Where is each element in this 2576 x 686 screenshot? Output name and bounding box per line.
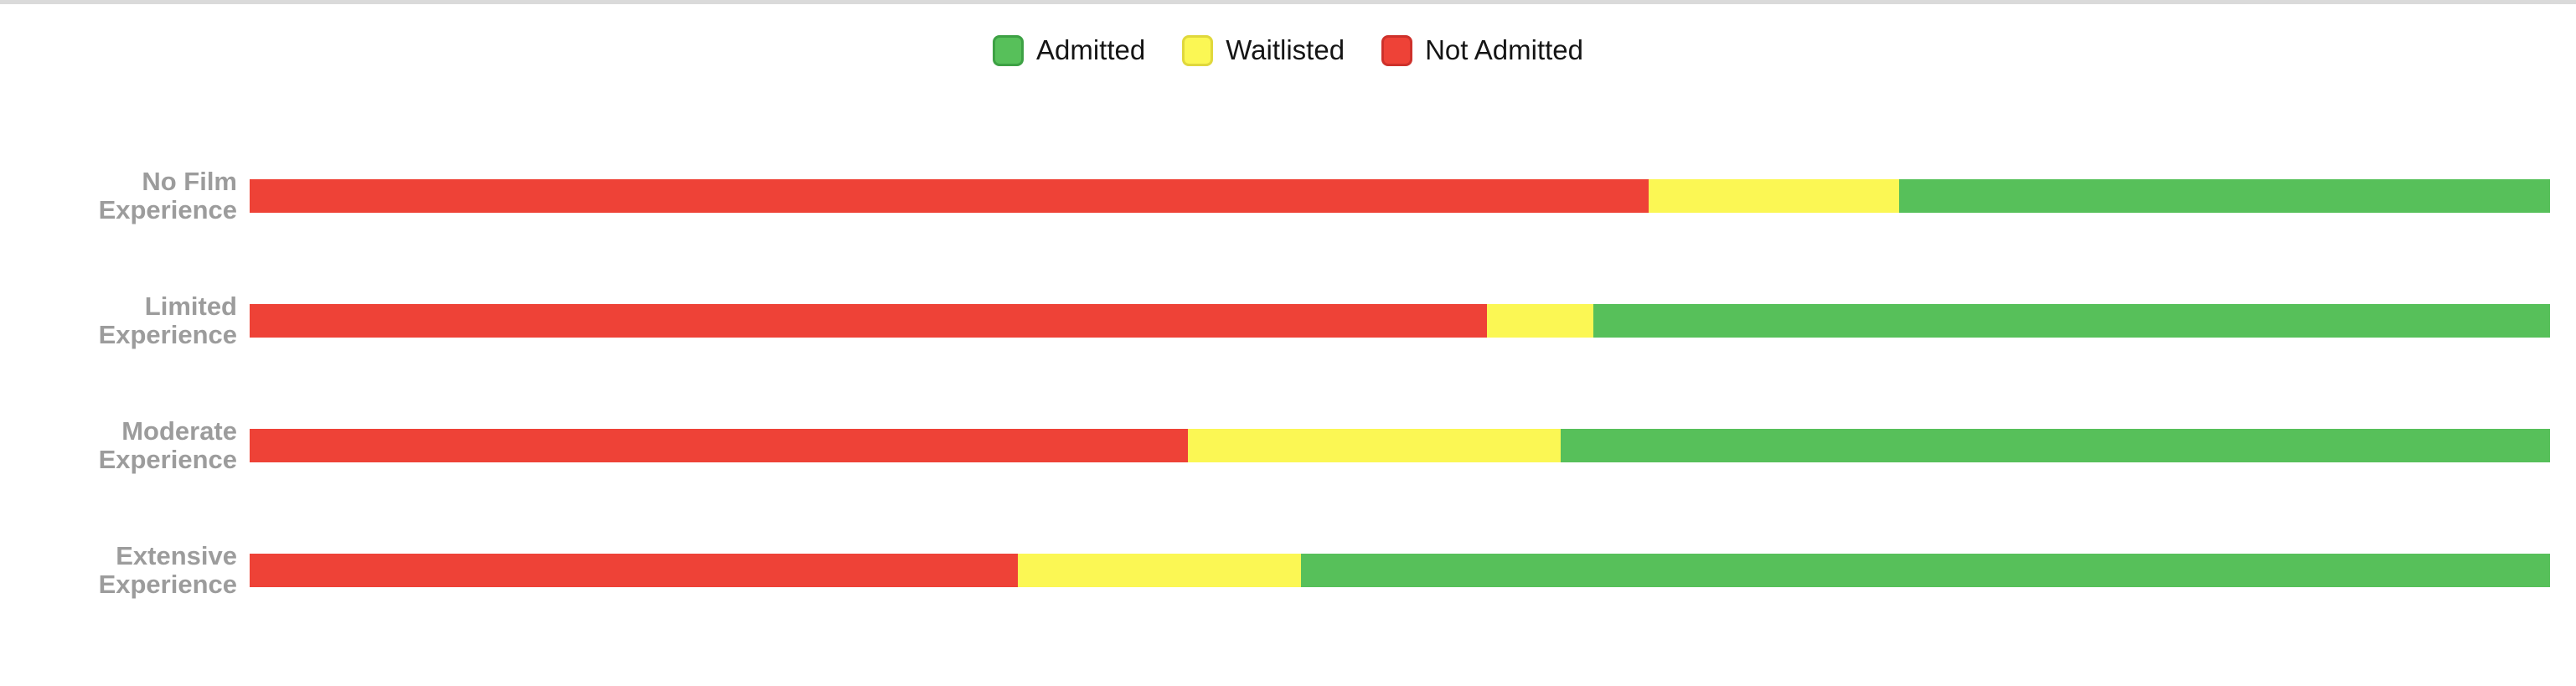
legend-item-waitlisted[interactable]: Waitlisted: [1182, 34, 1345, 66]
bar-segment-admitted[interactable]: [1898, 179, 2550, 213]
legend-label: Waitlisted: [1226, 34, 1345, 65]
legend-swatch-icon: [993, 34, 1024, 66]
category-label: Extensive Experience: [98, 541, 237, 599]
bar-segment-not-admitted[interactable]: [250, 554, 1019, 587]
legend-swatch-icon: [1182, 34, 1214, 66]
stacked-bar: [250, 304, 2550, 338]
bar-segment-waitlisted[interactable]: [1018, 554, 1301, 587]
chart-row: Extensive Experience: [0, 542, 2550, 599]
bar-segment-waitlisted[interactable]: [1487, 304, 1593, 338]
stacked-bar: [250, 554, 2550, 587]
bar-segment-not-admitted[interactable]: [250, 179, 1649, 213]
legend-swatch-icon: [1381, 34, 1413, 66]
legend-label: Admitted: [1036, 34, 1146, 65]
category-label: Limited Experience: [98, 291, 237, 349]
bar-segment-waitlisted[interactable]: [1188, 429, 1562, 462]
chart-row: Limited Experience: [0, 292, 2550, 349]
top-divider-rule: [0, 0, 2576, 4]
legend-label: Not Admitted: [1425, 34, 1583, 65]
legend-item-admitted[interactable]: Admitted: [993, 34, 1145, 66]
bar-segment-waitlisted[interactable]: [1648, 179, 1899, 213]
bar-segment-admitted[interactable]: [1300, 554, 2550, 587]
chart-row: No Film Experience: [0, 168, 2550, 224]
chart-legend: Admitted Waitlisted Not Admitted: [0, 34, 2576, 66]
bar-segment-not-admitted[interactable]: [250, 304, 1488, 338]
bar-segment-admitted[interactable]: [1561, 429, 2550, 462]
bar-segment-admitted[interactable]: [1593, 304, 2550, 338]
category-label: No Film Experience: [98, 167, 237, 224]
legend-item-not-admitted[interactable]: Not Admitted: [1381, 34, 1583, 66]
stacked-bar-chart: No Film Experience Limited Experience Mode…: [0, 168, 2550, 678]
stacked-bar: [250, 429, 2550, 462]
stacked-bar: [250, 179, 2550, 213]
category-label: Moderate Experience: [98, 416, 237, 474]
bar-segment-not-admitted[interactable]: [250, 429, 1189, 462]
chart-row: Moderate Experience: [0, 417, 2550, 474]
